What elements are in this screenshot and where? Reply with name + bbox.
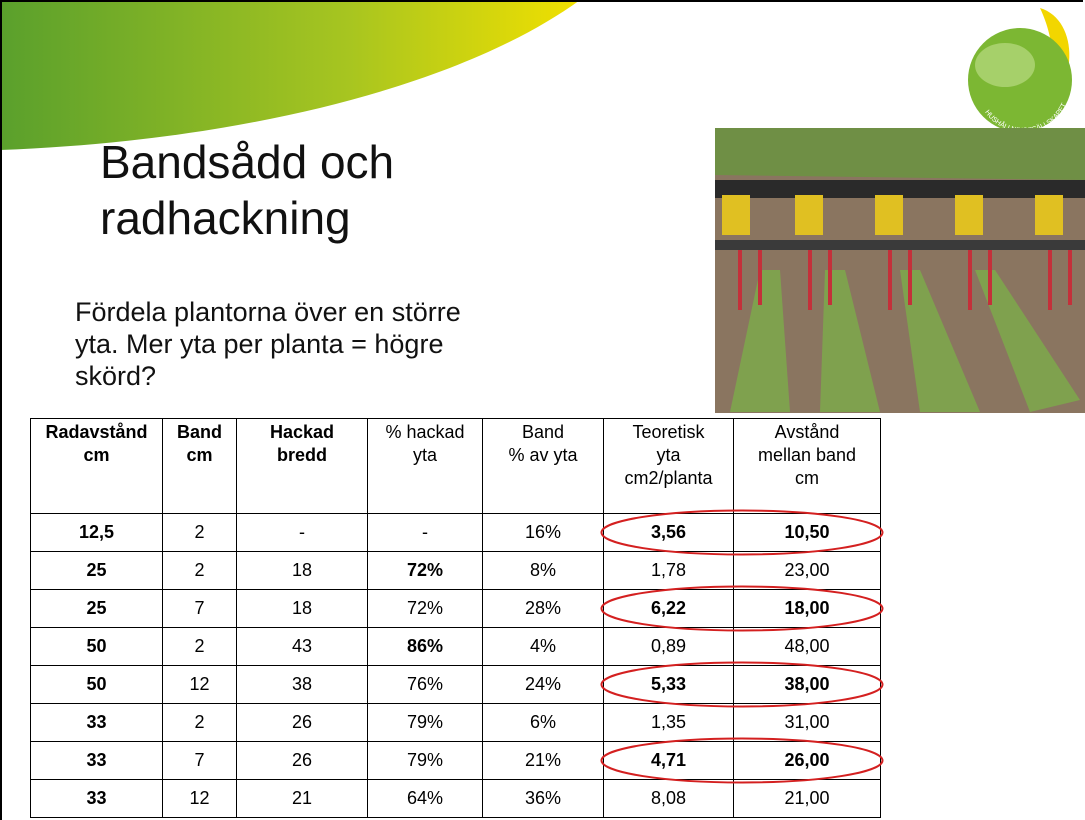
- table-cell: 25: [31, 552, 163, 590]
- table-cell: 2: [163, 628, 237, 666]
- table-cell: 0,89: [604, 628, 734, 666]
- table-cell: 26,00: [734, 742, 881, 780]
- table-cell: 2: [163, 704, 237, 742]
- table-cell: 4%: [483, 628, 604, 666]
- table-cell: 79%: [368, 704, 483, 742]
- table-cell: 31,00: [734, 704, 881, 742]
- table-cell: 43: [237, 628, 368, 666]
- table-cell: 2: [163, 514, 237, 552]
- header-line: cm: [736, 467, 878, 490]
- table-cell: 18: [237, 590, 368, 628]
- table-cell: 10,50: [734, 514, 881, 552]
- table-cell: 5,33: [604, 666, 734, 704]
- header-line: yta: [606, 444, 731, 467]
- header-line: Avstånd: [736, 421, 878, 444]
- table-cell: 50: [31, 628, 163, 666]
- table-cell: 18: [237, 552, 368, 590]
- table-cell: -: [368, 514, 483, 552]
- table-cell: 21: [237, 780, 368, 818]
- table-cell: 21%: [483, 742, 604, 780]
- table-cell: 7: [163, 590, 237, 628]
- table-cell: 1,35: [604, 704, 734, 742]
- table-cell: 50: [31, 666, 163, 704]
- table-cell: 33: [31, 742, 163, 780]
- table-cell: 76%: [368, 666, 483, 704]
- header-line: Hackad: [239, 421, 365, 444]
- header-line: bredd: [239, 444, 365, 467]
- table-cell: 26: [237, 704, 368, 742]
- table-cell: 79%: [368, 742, 483, 780]
- body-text: Fördela plantorna över en större yta. Me…: [75, 296, 615, 392]
- table-cell: 64%: [368, 780, 483, 818]
- table-cell: -: [237, 514, 368, 552]
- header-line: mellan band: [736, 444, 878, 467]
- header-line: Band: [165, 421, 234, 444]
- header-line: yta: [370, 444, 480, 467]
- header-cell: Band% av yta: [483, 419, 604, 514]
- table-cell: 23,00: [734, 552, 881, 590]
- header-line: % hackad: [370, 421, 480, 444]
- title: Bandsådd och radhackning: [100, 134, 394, 246]
- header-line: cm: [33, 444, 160, 467]
- header-line: Teoretisk: [606, 421, 731, 444]
- title-line: radhackning: [100, 190, 394, 246]
- table-cell: 18,00: [734, 590, 881, 628]
- slide: HUSHÅLLNINGSSÄLLSKAPET Bandsådd och radh…: [0, 0, 1085, 820]
- header-line: cm2/planta: [606, 467, 731, 490]
- body-line: yta. Mer yta per planta = högre: [75, 328, 615, 360]
- table-cell: 7: [163, 742, 237, 780]
- header-line: cm: [165, 444, 234, 467]
- table-cell: 21,00: [734, 780, 881, 818]
- table-cell: 25: [31, 590, 163, 628]
- table-cell: 38,00: [734, 666, 881, 704]
- header-line: Radavstånd: [33, 421, 160, 444]
- table-cell: 12,5: [31, 514, 163, 552]
- header-line: % av yta: [485, 444, 601, 467]
- table-cell: 48,00: [734, 628, 881, 666]
- table-cell: 12: [163, 780, 237, 818]
- table-cell: 33: [31, 780, 163, 818]
- body-line: skörd?: [75, 360, 615, 392]
- table-cell: 8%: [483, 552, 604, 590]
- table-cell: 4,71: [604, 742, 734, 780]
- table-cell: 26: [237, 742, 368, 780]
- table-cell: 3,56: [604, 514, 734, 552]
- table-cell: 12: [163, 666, 237, 704]
- table-cell: 2: [163, 552, 237, 590]
- body-line: Fördela plantorna över en större: [75, 296, 615, 328]
- table-cell: 6%: [483, 704, 604, 742]
- table-cell: 72%: [368, 552, 483, 590]
- table-cell: 33: [31, 704, 163, 742]
- table-cell: 28%: [483, 590, 604, 628]
- table-cell: 72%: [368, 590, 483, 628]
- table-cell: 24%: [483, 666, 604, 704]
- table-cell: 8,08: [604, 780, 734, 818]
- table-cell: 16%: [483, 514, 604, 552]
- table-cell: 36%: [483, 780, 604, 818]
- table-cell: 38: [237, 666, 368, 704]
- table-cell: 86%: [368, 628, 483, 666]
- table-cell: 1,78: [604, 552, 734, 590]
- header-line: Band: [485, 421, 601, 444]
- title-line: Bandsådd och: [100, 134, 394, 190]
- table-cell: 6,22: [604, 590, 734, 628]
